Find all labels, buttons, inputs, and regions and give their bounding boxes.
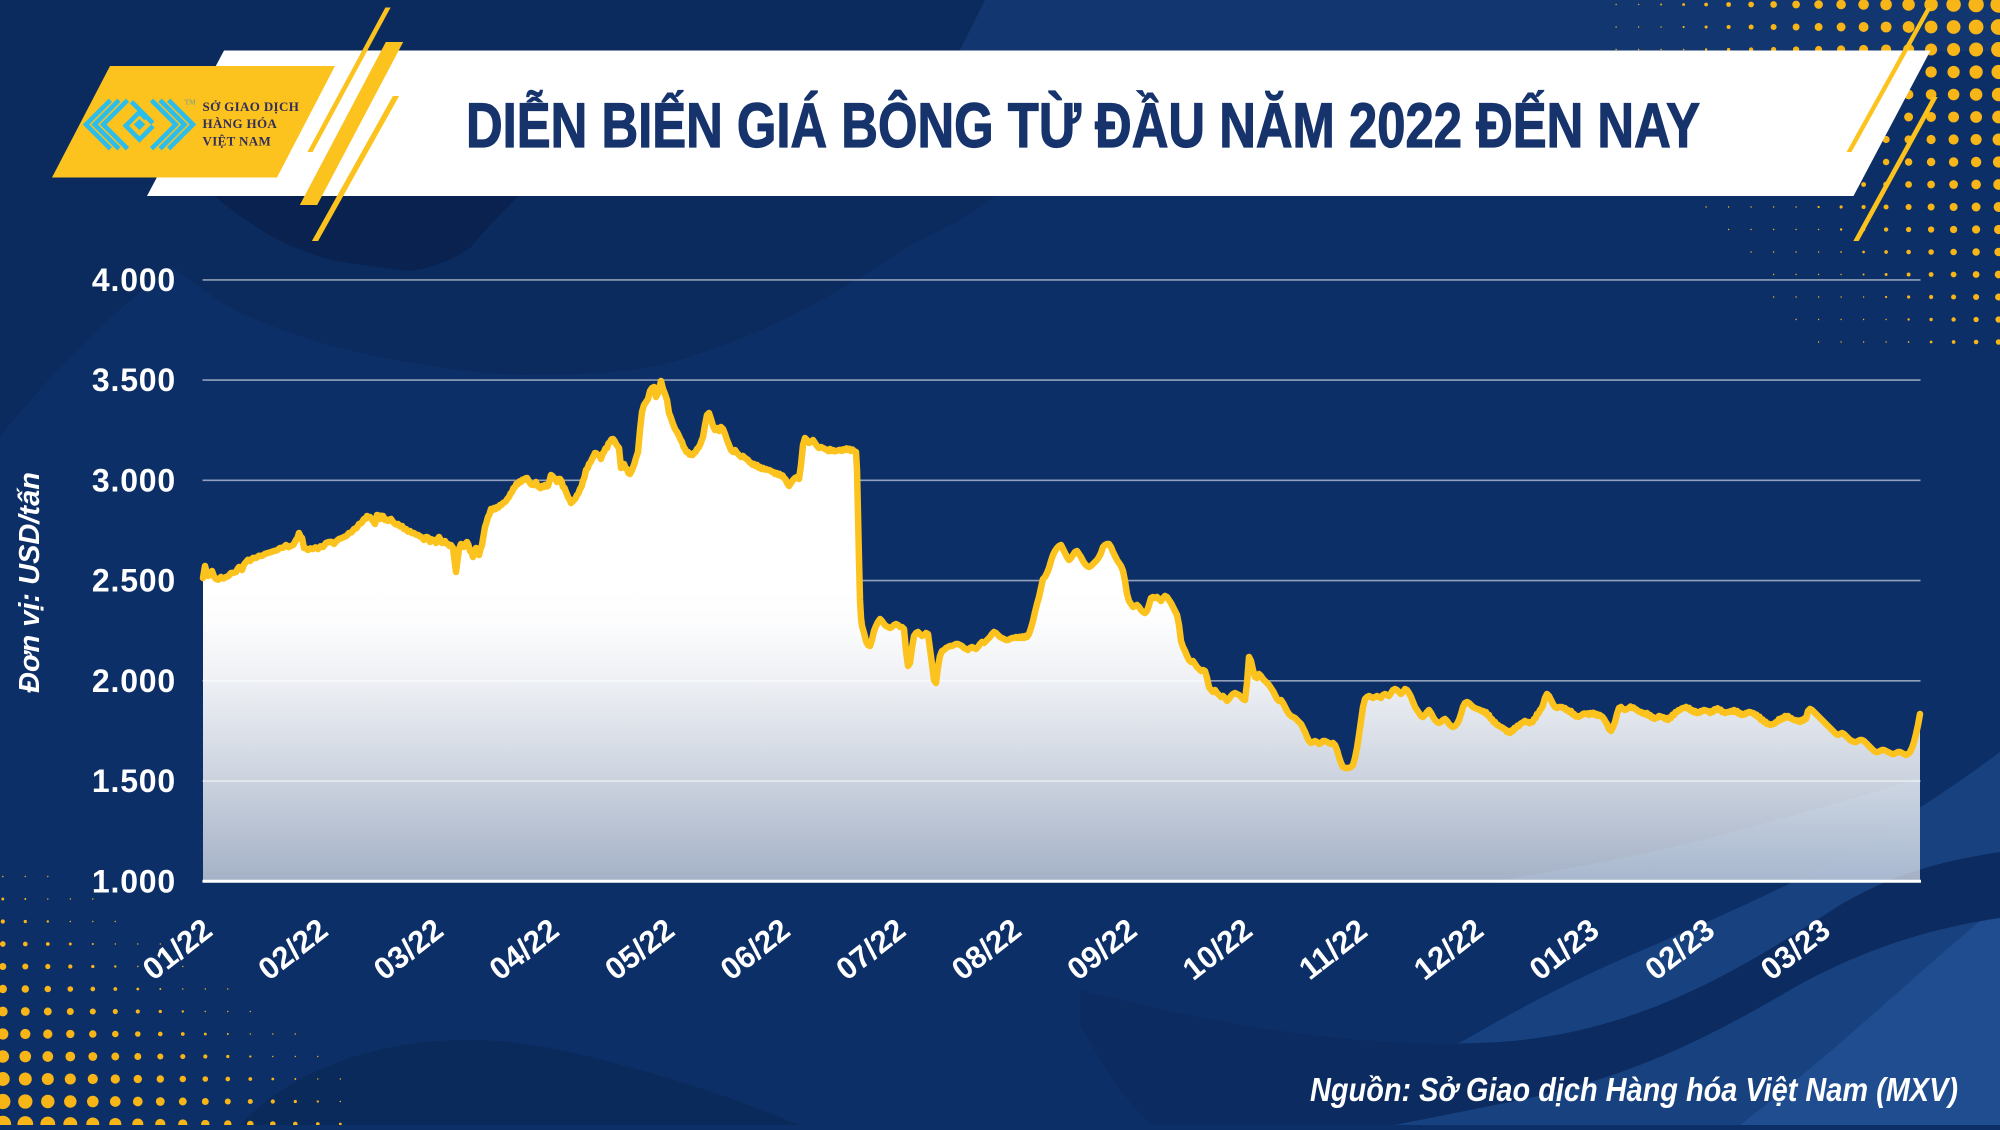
- svg-text:Nguồn: Sở Giao dịch Hàng hóa V: Nguồn: Sở Giao dịch Hàng hóa Việt Nam (M…: [1310, 1072, 1958, 1109]
- svg-text:SỞ GIAO DỊCH: SỞ GIAO DỊCH: [203, 99, 300, 114]
- svg-text:HÀNG HÓA: HÀNG HÓA: [203, 116, 278, 131]
- svg-text:2.000: 2.000: [92, 663, 176, 699]
- svg-text:2.500: 2.500: [92, 563, 176, 599]
- svg-text:1.500: 1.500: [92, 763, 176, 799]
- svg-text:3.000: 3.000: [92, 462, 176, 498]
- svg-text:DIỄN BIẾN GIÁ BÔNG TỪ ĐẦU NĂM: DIỄN BIẾN GIÁ BÔNG TỪ ĐẦU NĂM 2022 ĐẾN N…: [466, 90, 1700, 161]
- svg-text:3.500: 3.500: [92, 362, 176, 398]
- svg-text:TM: TM: [185, 99, 197, 107]
- svg-text:4.000: 4.000: [92, 262, 176, 298]
- svg-text:VIỆT NAM: VIỆT NAM: [203, 134, 272, 149]
- svg-text:1.000: 1.000: [92, 863, 176, 899]
- svg-text:Đơn vị: USD/tấn: Đơn vị: USD/tấn: [14, 472, 46, 693]
